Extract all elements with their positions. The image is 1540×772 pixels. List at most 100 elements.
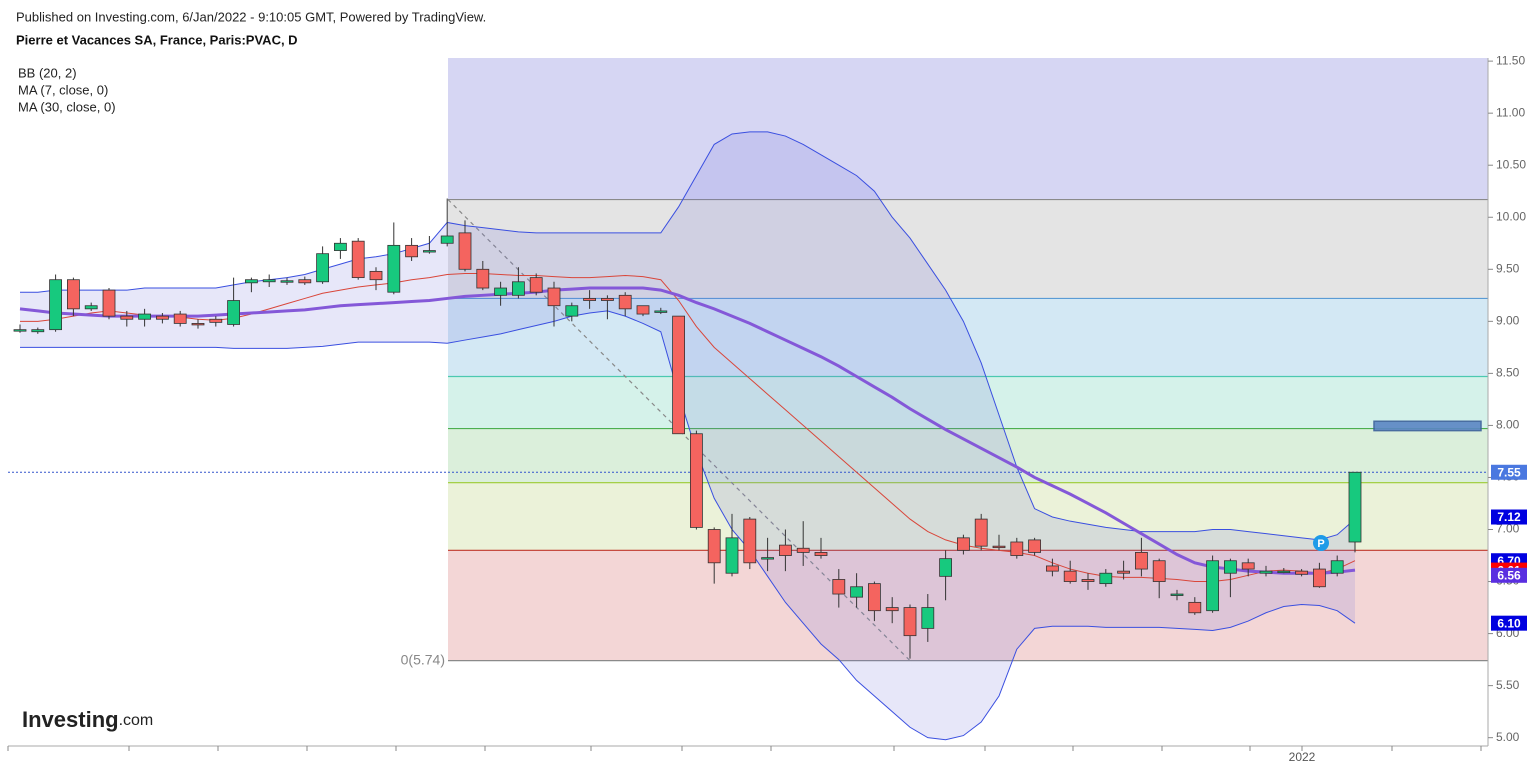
candle-body <box>1081 579 1095 582</box>
candle-body <box>672 315 685 435</box>
candle-body <box>850 586 863 598</box>
bb-lower <box>20 310 1356 741</box>
candle-body <box>1135 552 1148 570</box>
candle-body <box>458 232 472 270</box>
y-tick-label: 5.50 <box>1496 678 1520 692</box>
candle-body <box>405 244 419 258</box>
legend-entry: MA (30, close, 0) <box>18 99 116 114</box>
candle-body <box>921 607 935 629</box>
candle-body <box>601 298 614 301</box>
candle-body <box>316 253 330 283</box>
price-badge <box>1491 464 1527 480</box>
candle-body <box>494 287 508 296</box>
candle-body <box>618 294 632 310</box>
candle-body <box>173 313 187 324</box>
candle-body <box>440 235 454 244</box>
candle-body <box>49 279 62 331</box>
candle-body <box>1152 560 1166 582</box>
logo-main: Investing <box>22 707 119 732</box>
price-badge-label: 6.56 <box>1497 568 1521 582</box>
y-tick-label: 11.50 <box>1496 53 1525 67</box>
candle-body <box>476 268 490 289</box>
bb-upper <box>20 131 1356 541</box>
symbol-title: Pierre et Vacances SA, France, Paris:PVA… <box>16 32 298 47</box>
candle-body <box>583 298 596 301</box>
candle-body <box>1277 570 1291 574</box>
ma30-line <box>19 286 1356 575</box>
candle-body <box>1295 570 1308 575</box>
price-badge <box>1491 509 1527 525</box>
candle-body <box>565 305 579 317</box>
candle-body <box>280 280 294 283</box>
y-tick-label: 8.50 <box>1496 366 1520 380</box>
logo: Investing.com <box>22 707 153 732</box>
marker <box>1313 535 1329 552</box>
candle-body <box>796 547 810 553</box>
price-badge <box>1491 567 1527 583</box>
fib-band <box>448 199 1488 299</box>
candle-body <box>1046 565 1059 572</box>
candle-body <box>654 310 668 313</box>
candle-body <box>903 607 917 637</box>
candle-body <box>707 529 721 564</box>
candle-body <box>1348 471 1362 543</box>
candle-body <box>1010 541 1024 556</box>
legend-entry: MA (7, close, 0) <box>18 82 108 97</box>
y-tick-label: 9.50 <box>1496 261 1520 275</box>
y-tick-label: 11.00 <box>1496 105 1525 119</box>
candle-body <box>1028 539 1041 553</box>
candle-body <box>743 518 757 564</box>
candle-body <box>1313 568 1326 588</box>
candle-body <box>209 318 223 323</box>
price-badge-label: 7.55 <box>1497 465 1521 479</box>
candle-body <box>832 579 846 595</box>
published-note: Published on Investing.com, 6/Jan/2022 -… <box>16 9 486 24</box>
candle-body <box>992 545 1006 549</box>
x-tick-label: 2022 <box>1289 750 1316 764</box>
candle-body <box>761 557 774 560</box>
candle-body <box>939 558 952 577</box>
candle-body <box>725 537 739 574</box>
y-tick-label: 9.00 <box>1496 314 1520 328</box>
candle-body <box>1206 560 1219 612</box>
candle-body <box>84 305 98 310</box>
candle-body <box>529 277 543 293</box>
candle-body <box>102 289 116 317</box>
candle-body <box>974 518 988 547</box>
candle-body <box>298 279 312 284</box>
candle-body <box>1170 593 1184 596</box>
candle-body <box>120 315 134 320</box>
fib-band <box>448 58 1488 200</box>
candle-body <box>191 323 205 326</box>
candle-body <box>690 433 703 528</box>
price-badge-label: 6.10 <box>1497 616 1521 630</box>
fib-band <box>448 298 1488 377</box>
candle-body <box>1117 570 1130 574</box>
y-tick-label: 5.00 <box>1496 730 1520 744</box>
logo-suffix: .com <box>119 712 154 729</box>
fib-base-label: 0(5.74) <box>401 651 445 667</box>
candle-body <box>814 552 828 556</box>
y-tick-label: 10.00 <box>1496 209 1526 223</box>
candle-body <box>387 244 401 293</box>
candle-body <box>227 300 241 325</box>
candle-body <box>333 242 347 251</box>
y-tick-label: 8.00 <box>1496 418 1520 432</box>
candle-body <box>1099 572 1113 585</box>
fib-band <box>448 376 1488 429</box>
candle-body <box>244 279 258 284</box>
candle-body <box>885 607 899 612</box>
candle-body <box>138 313 152 320</box>
legend-entry: BB (20, 2) <box>18 65 77 80</box>
candle-body <box>422 250 436 253</box>
candle-body <box>1063 570 1077 582</box>
candle-body <box>13 329 27 332</box>
marker-label: P <box>1317 538 1324 550</box>
candle-body <box>1241 562 1255 570</box>
candle-body <box>1259 570 1273 574</box>
candle-body <box>67 279 80 310</box>
price-box <box>1373 420 1482 432</box>
price-badge <box>1491 615 1527 631</box>
candle-body <box>369 270 383 281</box>
